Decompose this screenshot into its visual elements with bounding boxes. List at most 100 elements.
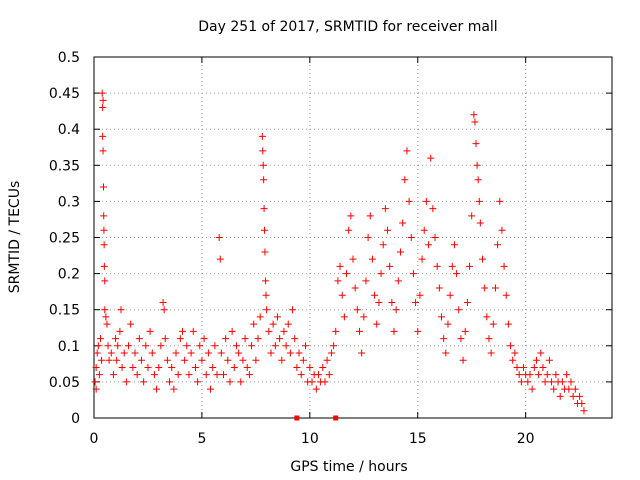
data-point [358,349,366,357]
data-point [194,378,202,386]
data-point [319,363,327,371]
data-point [507,342,515,350]
data-point [332,327,340,335]
data-point [429,205,437,213]
data-point [485,335,493,343]
data-point [254,335,262,343]
data-point [172,349,180,357]
data-point [360,313,368,321]
data-point [323,356,331,364]
data-point [280,327,288,335]
data-point [92,363,100,371]
data-point [222,335,230,343]
data-point [552,371,560,379]
data-points [91,89,588,421]
data-point [122,378,130,386]
data-point [252,356,260,364]
data-point [259,147,267,155]
data-point [526,371,534,379]
data-point [491,284,499,292]
data-point [487,349,495,357]
data-point [473,161,481,169]
data-point [271,342,279,350]
data-point [259,161,267,169]
data-point [479,255,486,263]
y-tick-label: 0.5 [58,50,80,66]
data-point [144,363,152,371]
data-point [412,298,420,306]
data-point [99,147,107,155]
data-point [129,363,137,371]
data-point [377,270,385,278]
data-point [248,342,256,350]
data-point [226,378,234,386]
data-point [338,291,346,299]
zero-marker [294,415,300,421]
data-point [230,363,238,371]
data-point [191,363,199,371]
data-point [314,371,322,379]
data-point [384,226,392,234]
data-point [481,284,489,292]
data-point [204,349,212,357]
y-tick-label: 0.15 [49,303,80,319]
y-tick-label: 0.1 [58,339,80,355]
data-point [250,320,258,328]
data-point [496,197,504,205]
data-point [483,313,491,321]
data-point [537,349,545,357]
data-point [140,378,148,386]
data-point [216,255,224,263]
data-point [399,219,407,227]
data-point [100,226,108,234]
data-point [446,291,454,299]
data-point [403,147,411,155]
data-point [513,363,521,371]
data-point [93,349,101,357]
data-point [245,371,253,379]
x-tick-label: 15 [409,431,427,447]
data-point [286,349,294,357]
data-point [453,270,461,278]
data-point [459,356,467,364]
data-point [541,378,549,386]
data-point [228,327,236,335]
data-point [104,342,112,350]
data-point [347,212,355,220]
data-point [306,363,314,371]
data-point [125,342,133,350]
data-point [295,349,303,357]
data-point [178,327,186,335]
data-point [414,327,422,335]
data-point [571,385,579,393]
data-point [118,363,126,371]
data-point [112,335,120,343]
data-point [131,349,139,357]
data-point [100,212,108,220]
data-point [578,400,586,408]
data-point [474,176,482,184]
y-tick-label: 0.35 [49,158,80,174]
data-point [297,371,305,379]
data-point [262,291,270,299]
y-tick-label: 0.05 [49,375,80,391]
data-point [276,335,284,343]
data-point [580,407,588,415]
data-point [98,89,106,97]
data-point [475,197,483,205]
data-point [535,371,543,379]
data-point [116,327,124,335]
data-point [345,226,353,234]
data-point [550,385,558,393]
data-point [392,306,400,314]
data-point [217,349,225,357]
data-point [92,385,100,393]
data-point [576,392,584,400]
x-tick-label: 5 [197,431,206,447]
data-point [187,349,195,357]
data-point [181,356,189,364]
data-point [394,277,402,285]
data-point [520,363,528,371]
data-point [463,298,471,306]
data-point [362,277,370,285]
